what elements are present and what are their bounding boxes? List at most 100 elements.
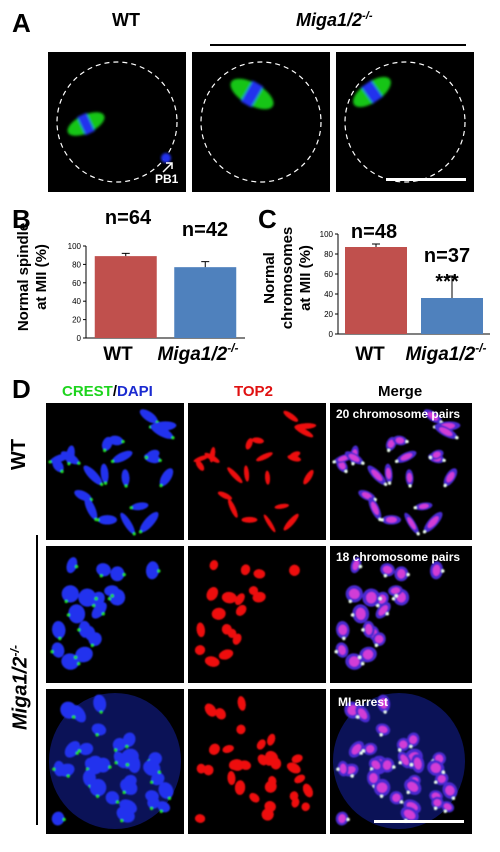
kinetochore-mark — [334, 650, 338, 654]
panel-d-mutant2-merge-image: MI arrest — [330, 689, 472, 834]
chromosome-overlap-mark — [338, 455, 350, 462]
chromosome-overlap-mark — [378, 605, 388, 616]
kinetochore-mark — [110, 459, 115, 463]
kinetochore-mark — [361, 461, 365, 465]
panel-c-bar-0 — [345, 247, 407, 334]
chromosome-mark — [75, 646, 93, 663]
panel-d-col-header-merge: Merge — [378, 383, 423, 400]
chromosome-mark — [78, 588, 97, 607]
kinetochore-mark — [361, 749, 365, 753]
chromosome-mark — [88, 632, 102, 647]
kinetochore-mark — [94, 517, 98, 522]
chromosome-mark — [120, 512, 135, 535]
kinetochore-mark — [383, 574, 387, 578]
chromosome-mark — [53, 760, 65, 777]
panel-d-mutant1-merge-image: 18 chromosome pairs — [330, 546, 472, 683]
panel-d-scale-bar — [374, 820, 464, 823]
chromosome-mark — [61, 585, 79, 603]
kinetochore-mark — [125, 763, 130, 767]
kinetochore-mark — [416, 532, 420, 536]
kinetochore-mark — [346, 817, 350, 822]
chromosome-overlap-mark — [387, 439, 395, 448]
kinetochore-mark — [144, 455, 148, 460]
kinetochore-mark — [107, 597, 111, 601]
panel-c-xlabel-wt: WT — [355, 344, 385, 365]
chromosome-mark — [291, 754, 303, 763]
chromosome-mark — [84, 497, 98, 520]
chromosome-mark — [203, 764, 214, 776]
kinetochore-mark — [383, 710, 387, 714]
chromosome-overlap-mark — [361, 492, 372, 499]
kinetochore-mark — [94, 597, 98, 601]
kinetochore-mark — [66, 774, 70, 778]
chromosome-mark — [112, 737, 126, 752]
kinetochore-mark — [342, 637, 346, 641]
kinetochore-mark — [50, 650, 54, 654]
chromosome-mark — [235, 604, 247, 616]
chromosome-overlap-mark — [432, 564, 441, 576]
chromosome-mark — [221, 624, 232, 635]
chromosome-overlap-mark — [445, 785, 455, 796]
chromosome-mark — [215, 708, 226, 720]
kinetochore-mark — [379, 794, 384, 798]
chromosome-mark — [145, 561, 159, 580]
chromosome-mark — [79, 742, 94, 756]
kinetochore-mark — [384, 482, 388, 487]
chromosome-mark — [274, 503, 289, 509]
kinetochore-mark — [374, 643, 378, 648]
kinetochore-mark — [113, 748, 118, 752]
panel-d-row-label-mutant: Miga1/2-/- — [8, 644, 32, 730]
kinetochore-mark — [409, 763, 414, 767]
chromosome-mark — [51, 811, 65, 826]
kinetochore-mark — [77, 749, 81, 753]
chromosome-mark — [227, 771, 236, 786]
kinetochore-mark — [350, 774, 354, 778]
panel-b-xlabel-mutant: Miga1/2-/- — [157, 341, 238, 365]
chromosome-overlap-mark — [390, 587, 401, 594]
chromosome-mark — [294, 425, 314, 438]
chromosome-overlap-mark — [437, 775, 446, 783]
chromosome-overlap-mark — [439, 427, 453, 436]
panel-c-ytick-label: 40 — [324, 290, 333, 299]
chromosome-mark — [83, 465, 103, 485]
kinetochore-mark — [62, 817, 66, 822]
panel-a-wt-image — [48, 52, 186, 192]
chromosome-mark — [267, 733, 276, 746]
panel-a-wt-label: WT — [112, 10, 140, 30]
chromosome-mark — [196, 763, 206, 774]
chromosome-mark — [112, 450, 133, 463]
panel-d-mutant2-crest-dapi-image — [46, 689, 184, 834]
chromosome-mark — [150, 424, 174, 439]
chromosome-mark — [89, 778, 107, 797]
chromosome-mark — [239, 760, 252, 770]
kinetochore-mark — [116, 800, 120, 804]
kinetochore-mark — [350, 613, 354, 617]
chromosome-overlap-mark — [395, 437, 405, 444]
kinetochore-mark — [125, 745, 129, 749]
chromosome-overlap-mark — [383, 760, 392, 770]
chromosome-overlap-mark — [427, 412, 438, 421]
panel-b-bar-1 — [174, 267, 237, 338]
chromosome-mark — [251, 437, 264, 444]
panel-d-row-label-wt: WT — [8, 438, 30, 470]
panel-d-wt-merge-image: 20 chromosome pairs — [330, 403, 472, 540]
kinetochore-mark — [344, 469, 348, 474]
chromosome-mark — [139, 511, 159, 533]
panel-d-wt-top2-image — [188, 403, 326, 540]
kinetochore-mark — [103, 481, 108, 485]
panel-b-ytick-label: 100 — [68, 242, 82, 251]
chromosome-overlap-mark — [433, 799, 442, 807]
kinetochore-mark — [348, 599, 352, 604]
chromosome-mark — [116, 806, 135, 823]
panel-b-ytick-label: 60 — [72, 279, 81, 288]
chromosome-overlap-mark — [366, 745, 375, 753]
chromosome-mark — [248, 586, 259, 596]
kinetochore-mark — [167, 796, 172, 800]
kinetochore-mark — [103, 448, 107, 453]
chromosome-mark — [303, 469, 314, 485]
panel-c-chart: Normal chromosomes at MII (%) 0 20 40 60 80 1… — [261, 221, 490, 365]
chromosome-overlap-mark — [348, 453, 360, 462]
panel-c-bar-1 — [421, 298, 483, 334]
kinetochore-mark — [409, 745, 413, 749]
kinetochore-mark — [397, 748, 402, 752]
